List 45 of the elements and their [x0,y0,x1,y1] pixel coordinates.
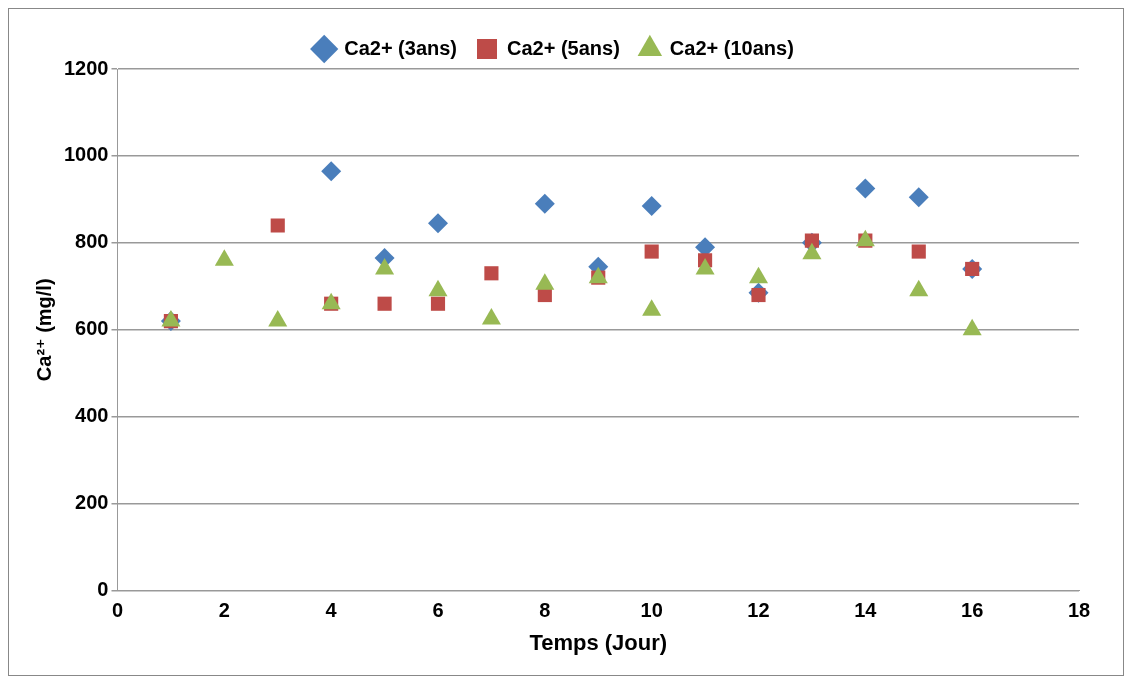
x-tick-label: 18 [1067,599,1091,622]
point [909,279,929,297]
point [377,296,392,311]
point [911,244,926,259]
point [321,161,342,182]
point [535,273,555,290]
point [161,310,181,327]
point [588,266,608,284]
x-tick-label: 12 [747,599,770,622]
point [428,213,448,234]
x-tick-label: 8 [539,599,551,622]
point [908,187,929,208]
x-tick-label: 16 [961,599,984,622]
x-tick-label: 2 [218,599,230,622]
y-tick-label: 0 [97,578,109,601]
legend-label: Ca2+ (5ans) [507,36,620,59]
point [642,299,662,316]
y-tick-label: 800 [75,230,109,253]
point [855,178,876,199]
point [270,218,285,233]
x-tick-label: 0 [111,599,124,622]
point [748,266,769,284]
x-tick-label: 14 [854,599,878,622]
point [430,296,446,311]
y-tick-label: 200 [75,491,109,514]
y-tick-label: 400 [75,404,109,427]
point [321,292,341,310]
point [268,310,288,327]
x-tick-label: 10 [640,599,663,622]
x-tick-label: 6 [432,599,444,622]
y-tick-label: 1200 [63,56,109,79]
point [481,307,501,325]
point [428,279,448,297]
point [644,244,659,259]
x-tick-label: 4 [325,599,338,622]
point [641,195,662,216]
y-axis-title: Ca²⁺ (mg/l) [32,278,55,382]
legend-label: Ca2+ (3ans) [344,36,458,59]
point [534,193,555,214]
y-tick-label: 1000 [63,143,109,166]
point [962,318,982,336]
x-axis-title: Temps (Jour) [529,629,668,655]
legend-label: Ca2+ (10ans) [669,36,794,59]
y-tick-label: 600 [75,317,109,340]
point [484,266,499,281]
